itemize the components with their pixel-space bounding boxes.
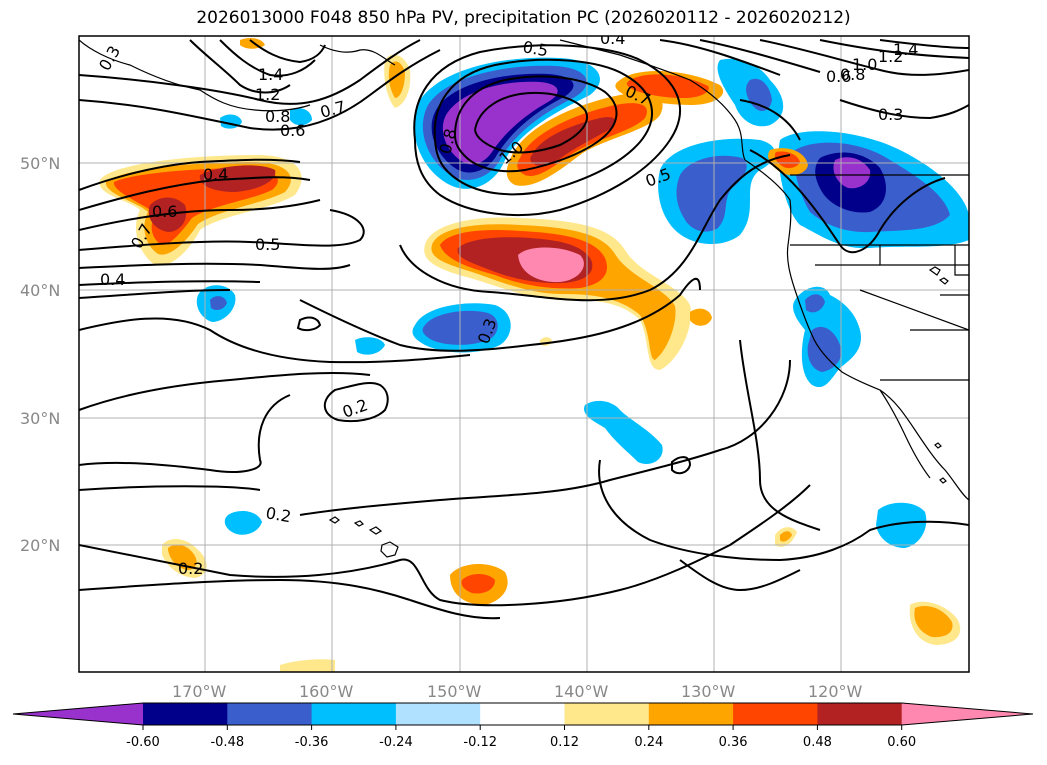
colorbar-segment	[143, 703, 228, 725]
contour-label: 0.6	[152, 202, 177, 221]
lon-label: 170°W	[172, 682, 227, 701]
contour-label: 1.4	[893, 40, 918, 59]
contour-label: 0.8	[265, 107, 290, 126]
positive-anomaly-central	[424, 217, 691, 370]
colorbar-segment	[227, 703, 313, 725]
contour-label: 0.3	[878, 105, 903, 124]
contour-label: 1.4	[258, 65, 283, 84]
lon-label: 160°W	[299, 682, 354, 701]
map-frame	[78, 35, 970, 673]
lon-label: 140°W	[554, 682, 609, 701]
colorbar-segment	[648, 703, 734, 725]
contour-label: 0.4	[600, 29, 625, 48]
contour-label: 0.8	[840, 65, 865, 84]
map-gridlines	[79, 36, 969, 672]
colorbar-segment	[480, 703, 565, 725]
colorbar-tick-label: 0.48	[803, 735, 832, 750]
map-area: 0.3 1.4 1.2 0.8 0.6 0.7 0.5 0.4 0.4 0.6 …	[79, 29, 969, 672]
negative-anomaly-mid-pacific	[196, 60, 927, 548]
colorbar-segment	[395, 703, 481, 725]
colorbar-segment	[817, 703, 903, 725]
contour-label: 0.4	[100, 270, 125, 289]
positive-anomaly-gulf-alaska	[506, 70, 724, 186]
contour-label: 1.2	[255, 85, 280, 104]
contour-label: 0.6	[280, 121, 305, 140]
colorbar-segment	[311, 703, 397, 725]
contour-label: 0.5	[255, 235, 280, 254]
lon-label: 130°W	[681, 682, 736, 701]
colorbar-tick-label: -0.12	[463, 735, 497, 750]
negative-anomaly-northwest-coast	[658, 58, 969, 249]
contour-label: 0.5	[521, 37, 549, 60]
lat-label: 20°N	[20, 536, 60, 555]
colorbar-tick-label: 0.24	[634, 735, 663, 750]
lat-label: 40°N	[20, 281, 60, 300]
colorbar-extend-min	[13, 703, 143, 725]
colorbar-tick-label: 0.12	[550, 735, 579, 750]
pv-contours	[79, 39, 969, 620]
colorbar-segment	[564, 703, 650, 725]
colorbar-tick-label: 0.36	[719, 735, 748, 750]
contour-label: 0.2	[264, 503, 292, 526]
colorbar: -0.60 -0.48 -0.36 -0.24 -0.12 0.12 0.24 0.36 0.4…	[12, 702, 1034, 750]
colorbar-tick-label: -0.48	[210, 735, 244, 750]
contour-label: 0.2	[178, 559, 203, 578]
colorbar-tick-label: -0.36	[295, 735, 329, 750]
contour-label: 0.6	[826, 67, 851, 86]
colorbar-tick-label: -0.24	[379, 735, 413, 750]
colorbar-segment	[733, 703, 818, 725]
latitude-labels: 50°N 40°N 30°N 20°N	[20, 154, 60, 555]
colorbar-tick-label: -0.60	[126, 735, 160, 750]
contour-label: 0.4	[203, 165, 228, 184]
coastlines	[79, 39, 969, 558]
contour-label: 1.0	[852, 55, 877, 74]
lon-label: 150°W	[427, 682, 482, 701]
colorbar-tick-label: 0.60	[887, 735, 916, 750]
lon-label: 120°W	[808, 682, 863, 701]
map-title: 2026013000 F048 850 hPa PV, precipitatio…	[196, 8, 851, 28]
colorbar-extend-max	[901, 703, 1033, 725]
negative-anomaly-north-pacific	[414, 57, 600, 189]
negative-anomaly-california	[793, 286, 861, 388]
longitude-labels: 170°W 160°W 150°W 140°W 130°W 120°W	[172, 682, 863, 701]
lat-label: 30°N	[20, 409, 60, 428]
contour-label: 1.2	[878, 47, 903, 66]
lat-label: 50°N	[20, 154, 60, 173]
positive-anomaly-small	[162, 37, 961, 672]
